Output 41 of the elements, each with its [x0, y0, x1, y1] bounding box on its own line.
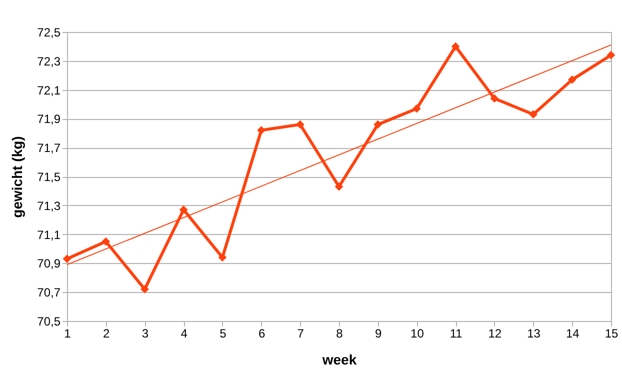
y-tick-label: 72,5	[37, 26, 61, 40]
y-tick-label: 70,9	[37, 256, 61, 271]
x-tick-label: 5	[220, 326, 227, 340]
y-tick-label: 72,1	[37, 83, 61, 98]
x-tick-label: 9	[375, 326, 382, 340]
point	[529, 110, 538, 119]
y-tick-label: 71,7	[37, 141, 61, 156]
y-axis-title: gewicht (kg)	[9, 136, 26, 218]
point	[218, 253, 227, 262]
x-tick-label: 11	[450, 326, 463, 340]
point	[451, 42, 460, 51]
point	[334, 182, 344, 191]
point	[374, 120, 382, 129]
x-tick-label: 14	[566, 326, 580, 340]
x-tick-label: 7	[297, 326, 304, 340]
x-axis-title: week	[321, 352, 357, 368]
x-tick-label: 4	[180, 326, 188, 340]
point	[606, 50, 616, 60]
y-tick-label: 72,3	[37, 54, 61, 68]
x-tick-label: 1	[64, 326, 72, 340]
x-tick-label: 10	[410, 326, 424, 340]
point	[412, 104, 421, 113]
point	[490, 94, 499, 103]
point	[102, 237, 110, 246]
x-tick-label: 6	[258, 326, 266, 340]
x-tick-label: 8	[336, 326, 344, 340]
point	[140, 285, 149, 294]
y-tick-label: 71,3	[37, 198, 61, 213]
x-tick-label: 15	[604, 326, 618, 340]
y-tick-label: 70,7	[37, 286, 61, 300]
y-tick-label: 71,9	[37, 112, 61, 126]
point	[179, 206, 188, 214]
x-tick-label: 2	[103, 326, 110, 340]
y-tick-label: 70,5	[37, 314, 61, 328]
x-tick-label: 13	[527, 326, 541, 340]
y-tick-label: 71,1	[37, 228, 61, 242]
y-tick-label: 71,5	[37, 170, 61, 184]
x-tick-label: 3	[142, 326, 149, 340]
point	[568, 76, 576, 84]
x-tick-label: 12	[488, 326, 502, 340]
point	[257, 126, 266, 134]
